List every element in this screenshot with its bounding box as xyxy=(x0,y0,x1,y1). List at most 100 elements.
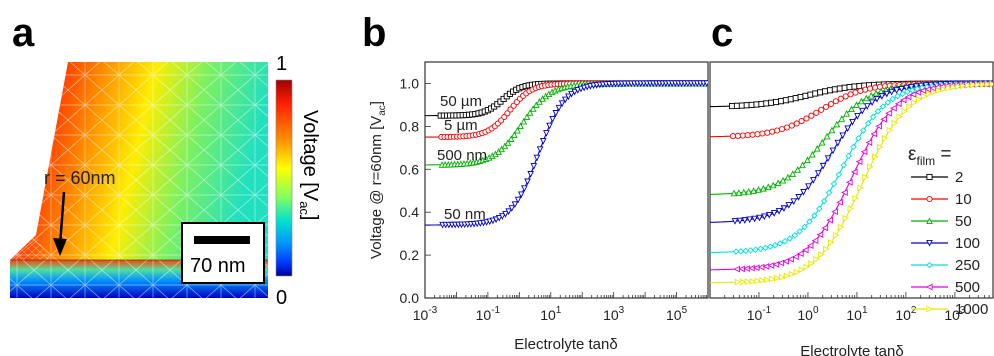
data-point xyxy=(507,135,515,142)
data-point xyxy=(851,83,858,90)
data-point xyxy=(729,133,737,140)
legend-label: 2 xyxy=(955,169,963,186)
data-point xyxy=(916,95,923,103)
data-point xyxy=(841,189,848,196)
data-point xyxy=(791,232,798,239)
data-point xyxy=(854,113,861,120)
data-point xyxy=(794,166,801,173)
data-point xyxy=(845,178,853,186)
legend-label: 100 xyxy=(955,235,980,252)
legend-entry: 500 xyxy=(911,279,980,296)
data-point xyxy=(835,171,843,178)
data-point xyxy=(858,107,866,115)
data-point xyxy=(935,87,943,94)
data-point xyxy=(862,173,869,181)
data-point xyxy=(838,115,846,122)
data-point xyxy=(504,139,512,146)
data-point xyxy=(904,88,911,96)
chart-b-frame xyxy=(424,61,709,299)
data-point xyxy=(839,132,847,140)
data-point xyxy=(830,180,838,188)
data-point xyxy=(881,83,888,90)
data-point xyxy=(738,102,745,109)
data-point xyxy=(843,109,850,117)
data-point xyxy=(734,132,741,139)
data-point xyxy=(849,118,856,126)
x-tick-label: 10-3 xyxy=(413,305,438,323)
data-point xyxy=(728,102,736,110)
chart-c-frame xyxy=(709,61,994,299)
colorbar-title: Voltage [Vac] xyxy=(297,110,321,220)
data-point xyxy=(789,170,797,177)
data-point xyxy=(832,231,840,239)
data-point xyxy=(529,105,537,112)
data-point xyxy=(742,247,749,255)
data-point xyxy=(776,240,784,247)
data-point xyxy=(764,183,772,191)
data-point xyxy=(831,208,838,215)
data-point xyxy=(774,179,782,187)
data-point xyxy=(836,85,843,92)
data-point xyxy=(543,130,550,137)
legend-marker xyxy=(926,173,933,181)
data-point xyxy=(747,247,754,254)
data-point xyxy=(847,91,854,98)
data-point xyxy=(813,109,820,116)
data-point xyxy=(870,130,878,138)
data-point xyxy=(826,87,834,94)
annotation-50nm: 50 nm xyxy=(444,206,486,223)
data-point xyxy=(769,128,776,135)
data-point xyxy=(879,103,887,110)
data-point xyxy=(782,257,789,265)
data-point xyxy=(788,122,795,129)
data-point xyxy=(907,84,915,91)
data-point xyxy=(524,178,531,186)
data-point xyxy=(530,163,538,170)
data-point xyxy=(858,97,865,105)
legend-label: 1000 xyxy=(955,301,988,318)
data-point xyxy=(801,223,808,231)
annotation-5um: 5 µm xyxy=(444,117,478,134)
data-point xyxy=(984,80,992,88)
legend-entry: 250 xyxy=(911,257,980,274)
data-point xyxy=(891,119,899,127)
data-point xyxy=(889,95,896,103)
chart-b-annotations: 50 µm 5 µm 500 nm 50 nm xyxy=(437,93,487,223)
data-point xyxy=(574,87,582,94)
legend-label: 10 xyxy=(955,191,972,208)
data-point xyxy=(881,134,889,142)
data-point xyxy=(768,99,775,106)
data-point xyxy=(777,259,785,267)
data-point xyxy=(749,131,756,138)
data-point xyxy=(894,92,901,100)
data-point xyxy=(974,81,982,89)
data-point xyxy=(752,264,760,272)
data-point xyxy=(536,146,544,153)
chart-c-plot xyxy=(710,79,993,286)
data-point xyxy=(737,248,745,255)
data-point xyxy=(792,95,799,102)
data-point xyxy=(511,201,519,208)
data-point xyxy=(876,143,884,151)
data-point xyxy=(914,89,922,96)
legend-marker xyxy=(926,217,933,225)
data-point xyxy=(797,93,804,101)
data-point xyxy=(817,89,824,96)
data-point xyxy=(730,189,738,197)
x-tick-label: 100 xyxy=(797,305,819,323)
series-1000 xyxy=(710,80,993,286)
data-point xyxy=(853,101,860,108)
annotation-500nm: 500 nm xyxy=(437,147,487,164)
y-tick-label: 0.6 xyxy=(400,161,420,177)
data-point xyxy=(989,80,993,88)
data-point xyxy=(520,117,528,125)
data-point xyxy=(778,126,786,133)
data-point xyxy=(872,153,879,161)
data-point xyxy=(850,168,858,176)
data-point xyxy=(508,205,516,212)
data-point xyxy=(792,253,799,261)
data-point xyxy=(824,155,832,162)
data-point xyxy=(736,217,744,225)
data-point xyxy=(940,85,948,93)
